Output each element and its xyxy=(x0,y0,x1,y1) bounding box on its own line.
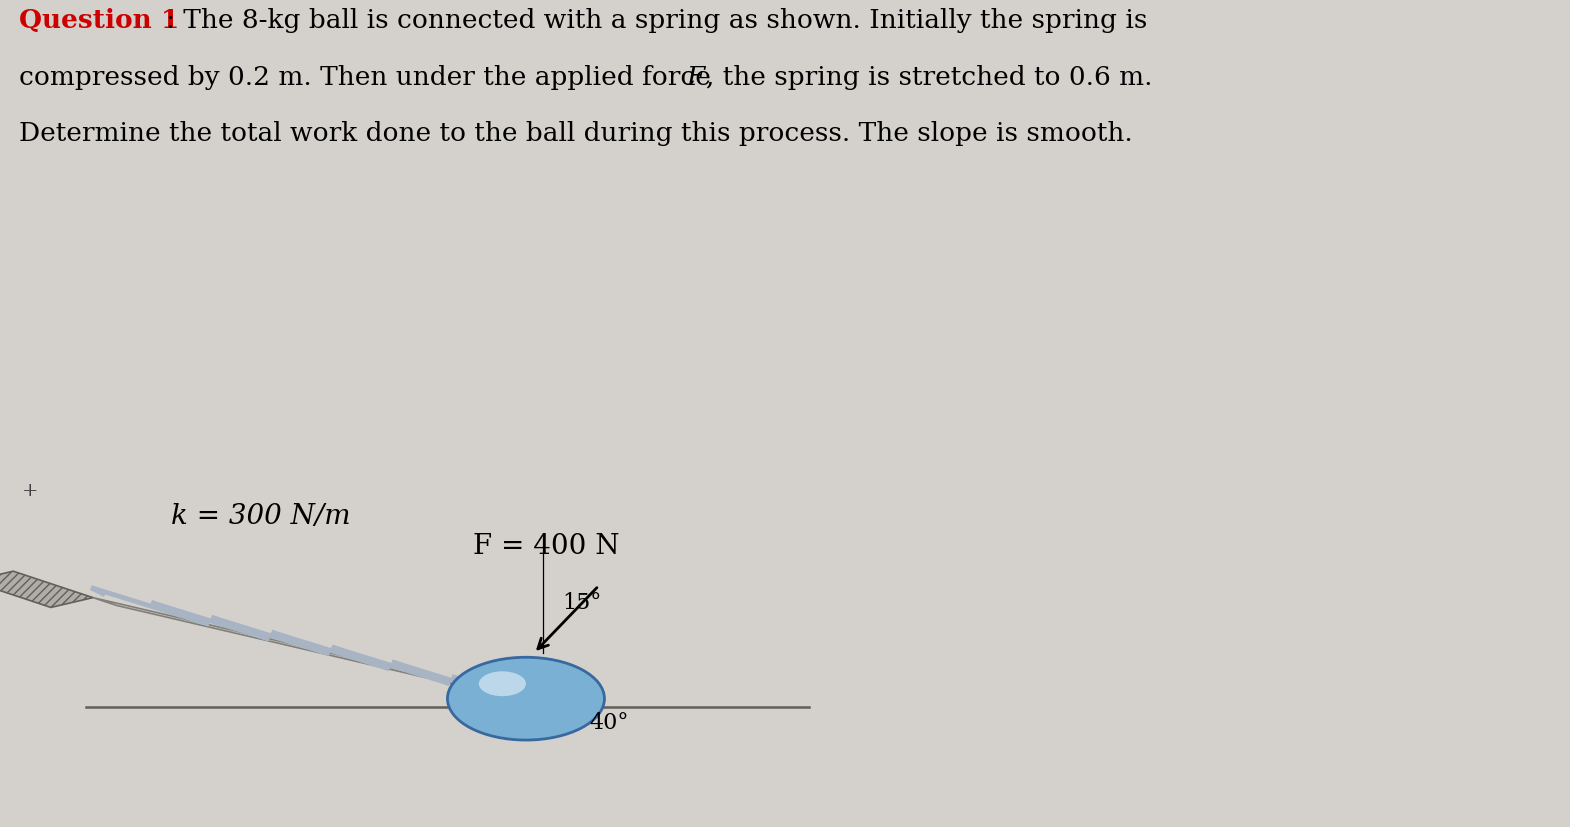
Text: Question 1: Question 1 xyxy=(19,8,179,33)
Text: 40°: 40° xyxy=(589,711,628,733)
Text: k = 300 N/m: k = 300 N/m xyxy=(171,503,352,529)
Text: compressed by 0.2 m. Then under the applied force: compressed by 0.2 m. Then under the appl… xyxy=(19,65,719,89)
Text: : The 8-kg ball is connected with a spring as shown. Initially the spring is: : The 8-kg ball is connected with a spri… xyxy=(166,8,1148,33)
Text: F = 400 N: F = 400 N xyxy=(473,532,620,559)
Circle shape xyxy=(479,672,526,696)
Text: F: F xyxy=(686,65,705,89)
Text: , the spring is stretched to 0.6 m.: , the spring is stretched to 0.6 m. xyxy=(706,65,1152,89)
Text: Determine the total work done to the ball during this process. The slope is smoo: Determine the total work done to the bal… xyxy=(19,121,1132,146)
Text: +: + xyxy=(22,481,38,500)
Polygon shape xyxy=(93,598,550,707)
Polygon shape xyxy=(0,571,93,608)
Circle shape xyxy=(447,657,604,740)
Text: 15°: 15° xyxy=(562,590,601,613)
